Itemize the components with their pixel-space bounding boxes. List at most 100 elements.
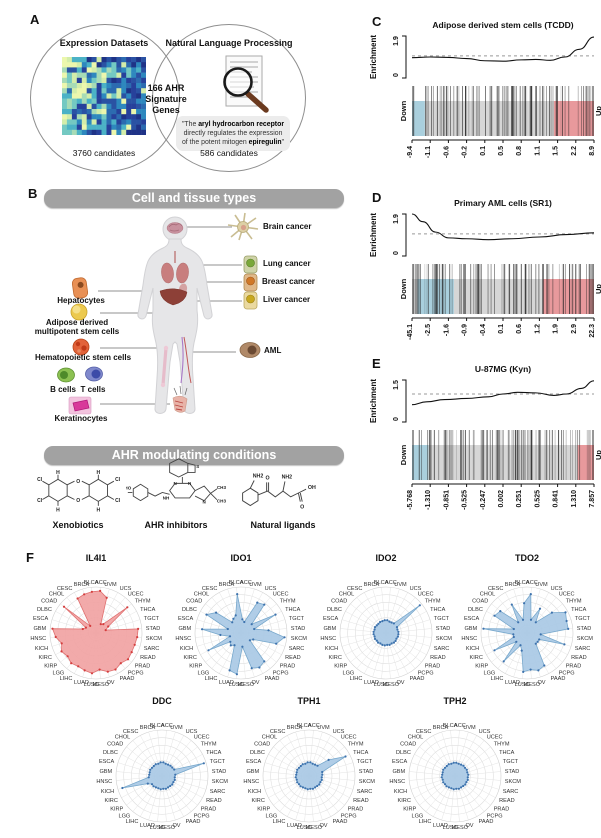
svg-text:THCA: THCA (353, 750, 368, 756)
svg-text:SARC: SARC (357, 789, 373, 795)
svg-text:LGG: LGG (197, 670, 209, 676)
svg-text:COAD: COAD (186, 599, 202, 605)
svg-text:PAAD: PAAD (479, 819, 494, 825)
svg-text:MESO: MESO (93, 682, 110, 688)
svg-text:LUSC: LUSC (150, 825, 165, 831)
svg-text:PRAD: PRAD (201, 806, 217, 812)
svg-text:LUSC: LUSC (515, 682, 530, 688)
svg-text:PCPG: PCPG (418, 670, 434, 676)
liver-cancer-icon (243, 291, 258, 310)
svg-text:SARC: SARC (289, 646, 305, 652)
svg-text:0: 0 (393, 417, 400, 421)
svg-text:PRAD: PRAD (135, 663, 151, 669)
lung-cancer-icon (243, 255, 258, 274)
svg-text:1.9: 1.9 (553, 324, 560, 334)
svg-text:22.3: 22.3 (589, 324, 596, 338)
svg-text:UVM: UVM (317, 725, 330, 731)
svg-text:COAD: COAD (107, 742, 123, 748)
svg-text:-0.525: -0.525 (462, 490, 469, 510)
magnifier-lens (223, 67, 253, 97)
svg-text:KIRC: KIRC (184, 655, 197, 661)
svg-text:ESCA: ESCA (323, 616, 339, 622)
svg-text:PCPG: PCPG (194, 813, 210, 819)
svg-text:SKCM: SKCM (577, 636, 594, 642)
human-silhouette (137, 216, 213, 414)
svg-text:UVM: UVM (170, 725, 183, 731)
svg-text:7.857: 7.857 (589, 490, 596, 508)
svg-text:SKCM: SKCM (505, 779, 522, 785)
svg-text:CESC: CESC (57, 586, 73, 592)
svg-text:OH: OH (308, 485, 316, 491)
svg-text:LIHC: LIHC (60, 676, 73, 682)
svg-text:BLCA: BLCA (297, 723, 312, 729)
label-b-cells: B cells (50, 385, 76, 394)
label-t-cells: T cells (80, 385, 106, 394)
svg-text:PAAD: PAAD (120, 676, 135, 682)
svg-text:THCA: THCA (285, 607, 300, 613)
svg-text:KIRC: KIRC (252, 798, 265, 804)
panel-letter-d: D (372, 190, 382, 205)
svg-text:-2.5: -2.5 (425, 324, 432, 336)
svg-text:ESCA: ESCA (392, 759, 408, 765)
svg-text:CESC: CESC (347, 586, 363, 592)
keratinocyte-icon (68, 396, 92, 415)
panel-letter-e: E (372, 356, 381, 371)
svg-text:NH2: NH2 (253, 474, 264, 480)
svg-text:KICH: KICH (325, 646, 338, 652)
svg-text:THYM: THYM (201, 742, 217, 748)
svg-text:BLCA: BLCA (150, 723, 165, 729)
svg-text:O: O (266, 476, 270, 482)
svg-text:CHOL: CHOL (262, 735, 278, 741)
label-lung-cancer: Lung cancer (263, 259, 311, 268)
svg-text:KIRC: KIRC (398, 798, 411, 804)
svg-text:2.9: 2.9 (571, 324, 578, 334)
label-hematopoietic: Hematopoietic stem cells (34, 353, 132, 362)
svg-text:0.8: 0.8 (516, 146, 523, 156)
svg-text:UCS: UCS (410, 586, 422, 592)
svg-text:0.525: 0.525 (534, 490, 541, 508)
venn-center-text: 166 AHR Signature Genes (145, 83, 187, 116)
svg-text:BLCA: BLCA (229, 580, 244, 586)
svg-text:0.002: 0.002 (498, 490, 505, 508)
brain-cancer-icon (227, 212, 259, 241)
svg-text:-1.1: -1.1 (425, 146, 432, 158)
svg-text:GBM: GBM (323, 626, 336, 632)
svg-text:ACC: ACC (454, 723, 466, 729)
svg-text:Down: Down (399, 278, 408, 299)
svg-text:0.5: 0.5 (498, 146, 505, 156)
header-cell-tissue-types: Cell and tissue types (44, 189, 344, 208)
skin-patch (172, 385, 188, 413)
svg-text:-1.6: -1.6 (443, 324, 450, 336)
quote-open: "The (181, 121, 199, 128)
svg-text:DLBC: DLBC (468, 607, 483, 613)
svg-text:O: O (76, 479, 80, 485)
svg-text:BLCA: BLCA (84, 580, 99, 586)
svg-text:-0.9: -0.9 (462, 324, 469, 336)
svg-text:Cl: Cl (37, 477, 43, 483)
svg-text:1.9: 1.9 (393, 36, 400, 46)
svg-text:ACC: ACC (95, 580, 107, 586)
svg-text:THYM: THYM (348, 742, 364, 748)
svg-text:LUAD: LUAD (219, 680, 234, 686)
svg-text:0: 0 (393, 73, 400, 77)
svg-text:GBM: GBM (99, 769, 112, 775)
svg-text:CESC: CESC (270, 729, 286, 735)
svg-text:ESCA: ESCA (246, 759, 262, 765)
svg-text:N: N (203, 499, 206, 504)
svg-text:H: H (56, 470, 60, 476)
svg-text:0.251: 0.251 (516, 490, 523, 508)
heatmap-image (62, 57, 146, 135)
svg-text:LUAD: LUAD (433, 823, 448, 829)
svg-text:OV: OV (319, 823, 327, 829)
svg-text:GBM: GBM (464, 626, 477, 632)
svg-text:LUSC: LUSC (84, 682, 99, 688)
breast-cancer-icon (243, 273, 258, 292)
svg-text:-0.4: -0.4 (480, 324, 487, 336)
svg-text:LIHC: LIHC (350, 676, 363, 682)
quote-close: " (281, 139, 285, 146)
svg-text:THYM: THYM (566, 599, 582, 605)
svg-text:SKCM: SKCM (146, 636, 163, 642)
svg-text:THYM: THYM (280, 599, 296, 605)
svg-text:HNSC: HNSC (96, 779, 112, 785)
svg-text:LIHC: LIHC (419, 819, 432, 825)
